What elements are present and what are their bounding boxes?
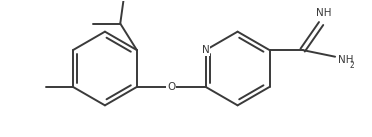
Text: N: N	[202, 45, 209, 55]
Text: 2: 2	[349, 61, 354, 70]
Text: O: O	[167, 82, 175, 92]
Text: NH: NH	[338, 55, 353, 65]
Text: NH: NH	[315, 8, 331, 18]
